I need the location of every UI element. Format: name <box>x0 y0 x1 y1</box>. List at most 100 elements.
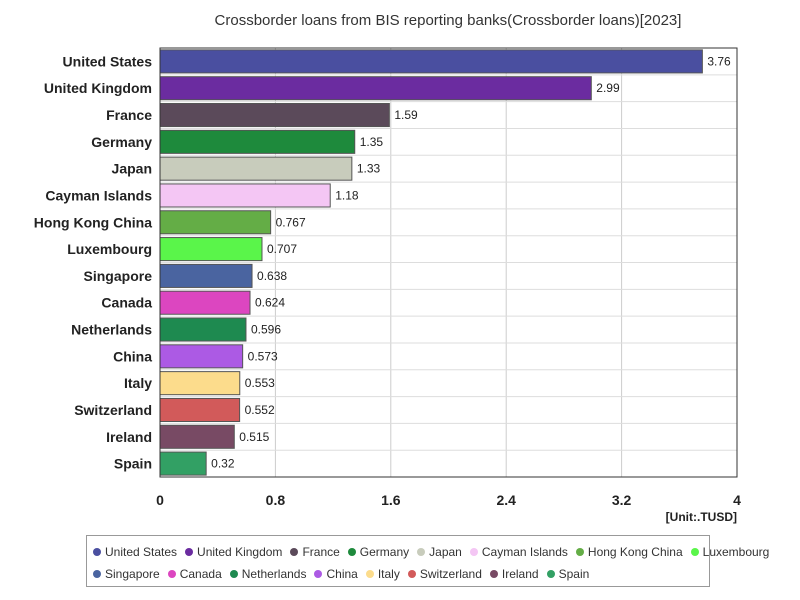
bar-canada <box>159 290 251 315</box>
legend-dot-icon <box>185 548 194 556</box>
legend-item-cayman-islands[interactable]: Cayman Islands <box>469 545 568 559</box>
legend-item-united-states[interactable]: United States <box>93 545 177 559</box>
x-tick-label: 1.6 <box>381 492 401 508</box>
grid-layer <box>159 48 738 477</box>
bar-switzerland <box>159 397 241 422</box>
category-label-hong-kong-china: Hong Kong China <box>34 214 152 230</box>
legend-item-china[interactable]: China <box>314 567 358 581</box>
x-tick-label: 0 <box>156 492 164 508</box>
category-label-china: China <box>113 348 152 364</box>
legend-dot-icon <box>314 570 323 578</box>
bar-hong-kong-china <box>159 210 272 235</box>
bar-france <box>159 103 390 128</box>
category-label-france: France <box>106 107 152 123</box>
legend-label: Canada <box>179 567 222 581</box>
category-label-japan: Japan <box>112 161 152 177</box>
bar-united-kingdom <box>159 76 592 101</box>
legend-dot-icon <box>229 570 238 578</box>
value-label-united-states: 3.76 <box>707 54 731 68</box>
legend-item-spain[interactable]: Spain <box>546 567 590 581</box>
legend-item-france[interactable]: France <box>290 545 340 559</box>
legend-item-italy[interactable]: Italy <box>365 567 400 581</box>
legend-label: Switzerland <box>419 567 482 581</box>
legend-dot-icon <box>290 548 299 556</box>
chart-title: Crossborder loans from BIS reporting ban… <box>214 12 682 29</box>
legend-label: Hong Kong China <box>587 545 683 559</box>
legend-dot-icon <box>417 548 426 556</box>
legend-row: United States United Kingdom France Germany… <box>93 541 769 563</box>
legend-dot-icon <box>469 548 478 556</box>
bar-italy <box>159 371 241 396</box>
legend-label: United Kingdom <box>197 545 283 559</box>
tick-layer: 0 0.8 1.6 2.4 3.2 4 <box>156 492 741 508</box>
value-label-japan: 1.33 <box>357 162 381 176</box>
category-label-germany: Germany <box>91 134 152 150</box>
value-label-switzerland: 0.552 <box>245 403 275 417</box>
legend-label: Japan <box>429 545 462 559</box>
legend-dot-icon <box>546 570 555 578</box>
value-label-luxembourg: 0.707 <box>267 242 297 256</box>
legend-dot-icon <box>93 548 101 556</box>
value-label-germany: 1.35 <box>360 135 384 149</box>
bar-layer <box>159 49 703 476</box>
value-label-spain: 0.32 <box>211 457 235 471</box>
legend-item-japan[interactable]: Japan <box>417 545 462 559</box>
category-label-united-states: United States <box>63 53 153 69</box>
legend-dot-icon <box>167 570 176 578</box>
legend-dot-icon <box>347 548 356 556</box>
legend-item-switzerland[interactable]: Switzerland <box>407 567 482 581</box>
value-label-ireland: 0.515 <box>239 430 269 444</box>
legend-dot-icon <box>489 570 498 578</box>
category-label-singapore: Singapore <box>84 268 153 284</box>
legend-dot-icon <box>365 570 374 578</box>
value-label-canada: 0.624 <box>255 296 285 310</box>
legend-label: United States <box>105 545 178 559</box>
legend: United States United Kingdom France Germany… <box>86 535 769 587</box>
bar-ireland <box>159 424 235 449</box>
unit-label: [Unit:.TUSD] <box>666 510 737 524</box>
legend-label: Italy <box>377 567 400 581</box>
label-layer: United States 3.76 United Kingdom 2.99 Franc… <box>34 53 731 471</box>
legend-item-germany[interactable]: Germany <box>347 545 409 559</box>
legend-item-hong-kong-china[interactable]: Hong Kong China <box>575 545 683 559</box>
category-label-italy: Italy <box>124 375 152 391</box>
value-label-china: 0.573 <box>248 349 278 363</box>
legend-label: Ireland <box>501 567 539 581</box>
legend-label: Singapore <box>105 567 160 581</box>
value-label-italy: 0.553 <box>245 376 275 390</box>
value-label-hong-kong-china: 0.767 <box>276 215 306 229</box>
legend-item-canada[interactable]: Canada <box>167 567 222 581</box>
legend-label: Luxembourg <box>702 545 770 559</box>
category-label-netherlands: Netherlands <box>71 322 152 338</box>
bar-japan <box>159 156 353 181</box>
legend-item-singapore[interactable]: Singapore <box>93 567 160 581</box>
value-label-united-kingdom: 2.99 <box>596 81 620 95</box>
bar-luxembourg <box>159 237 263 262</box>
bar-cayman-islands <box>159 183 331 208</box>
bar-germany <box>159 129 356 154</box>
legend-item-luxembourg[interactable]: Luxembourg <box>690 545 770 559</box>
legend-dot-icon <box>93 570 101 578</box>
bar-chart: United States 3.76 United Kingdom 2.99 Franc… <box>34 47 741 524</box>
bar-china <box>159 344 244 369</box>
legend-item-united-kingdom[interactable]: United Kingdom <box>185 545 282 559</box>
category-label-switzerland: Switzerland <box>74 402 152 418</box>
legend-item-ireland[interactable]: Ireland <box>489 567 539 581</box>
category-label-united-kingdom: United Kingdom <box>44 80 152 96</box>
x-tick-label: 0.8 <box>266 492 286 508</box>
legend-dot-icon <box>407 570 416 578</box>
category-label-spain: Spain <box>114 456 152 472</box>
category-label-ireland: Ireland <box>106 429 152 445</box>
category-label-cayman-islands: Cayman Islands <box>45 187 152 203</box>
x-tick-label: 2.4 <box>496 492 516 508</box>
bar-netherlands <box>159 317 247 342</box>
bar-spain <box>159 451 207 476</box>
legend-label: Spain <box>558 567 590 581</box>
bar-united-states <box>159 49 703 74</box>
legend-label: Netherlands <box>241 567 307 581</box>
value-label-singapore: 0.638 <box>257 269 287 283</box>
legend-label: France <box>302 545 340 559</box>
legend-item-netherlands[interactable]: Netherlands <box>229 567 307 581</box>
legend-label: China <box>326 567 358 581</box>
plot-frame <box>159 47 738 478</box>
